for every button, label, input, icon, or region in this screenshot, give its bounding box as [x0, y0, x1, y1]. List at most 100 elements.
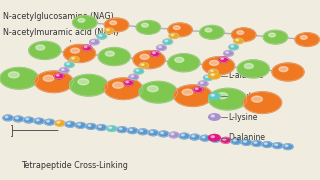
- Text: N-acetylmuramic acid (NAM): N-acetylmuramic acid (NAM): [3, 28, 119, 41]
- Circle shape: [169, 33, 179, 39]
- Circle shape: [73, 16, 97, 29]
- Circle shape: [110, 21, 116, 25]
- Circle shape: [139, 81, 177, 103]
- Circle shape: [139, 63, 149, 68]
- Circle shape: [133, 51, 165, 69]
- Circle shape: [105, 51, 114, 56]
- Circle shape: [181, 134, 184, 136]
- Circle shape: [157, 45, 166, 50]
- Circle shape: [29, 41, 61, 59]
- Circle shape: [56, 75, 59, 76]
- Circle shape: [136, 21, 161, 34]
- Circle shape: [300, 35, 307, 39]
- Circle shape: [96, 125, 107, 130]
- Circle shape: [219, 57, 228, 62]
- Circle shape: [209, 72, 220, 79]
- Circle shape: [221, 58, 224, 60]
- Circle shape: [168, 54, 200, 72]
- Circle shape: [136, 70, 139, 71]
- Text: D-alanine: D-alanine: [228, 133, 265, 142]
- Circle shape: [275, 144, 278, 145]
- Circle shape: [175, 57, 184, 62]
- Circle shape: [195, 88, 198, 90]
- Circle shape: [57, 122, 60, 123]
- Circle shape: [179, 133, 189, 139]
- Circle shape: [223, 139, 226, 140]
- Circle shape: [209, 114, 220, 120]
- Circle shape: [171, 34, 174, 36]
- Circle shape: [224, 51, 233, 56]
- Circle shape: [15, 117, 18, 119]
- Circle shape: [92, 40, 94, 42]
- Circle shape: [35, 71, 73, 93]
- Circle shape: [65, 62, 74, 68]
- Circle shape: [67, 63, 69, 65]
- Circle shape: [109, 127, 112, 129]
- Circle shape: [237, 60, 269, 78]
- Circle shape: [36, 45, 45, 50]
- Circle shape: [99, 126, 101, 127]
- Circle shape: [203, 57, 235, 75]
- Circle shape: [67, 123, 70, 124]
- Circle shape: [150, 51, 160, 56]
- Circle shape: [212, 138, 215, 139]
- Circle shape: [173, 26, 180, 30]
- Circle shape: [268, 33, 276, 37]
- Circle shape: [86, 123, 96, 129]
- Circle shape: [182, 89, 193, 95]
- Circle shape: [165, 40, 168, 42]
- Circle shape: [24, 117, 34, 123]
- Circle shape: [221, 137, 231, 143]
- Circle shape: [168, 23, 192, 37]
- Circle shape: [43, 75, 54, 81]
- Circle shape: [244, 141, 246, 142]
- Circle shape: [200, 82, 203, 84]
- Circle shape: [217, 93, 228, 99]
- Circle shape: [202, 136, 205, 138]
- Circle shape: [104, 18, 129, 32]
- Circle shape: [97, 34, 107, 39]
- Circle shape: [141, 23, 148, 27]
- Circle shape: [104, 78, 143, 100]
- Circle shape: [211, 136, 214, 138]
- Circle shape: [226, 52, 228, 53]
- Circle shape: [131, 75, 134, 77]
- Circle shape: [8, 72, 19, 78]
- Circle shape: [148, 86, 158, 92]
- Circle shape: [192, 135, 195, 137]
- Circle shape: [229, 44, 238, 50]
- Circle shape: [138, 129, 148, 135]
- Circle shape: [285, 145, 288, 147]
- Circle shape: [272, 63, 304, 81]
- Circle shape: [104, 28, 114, 33]
- Circle shape: [5, 116, 8, 118]
- Circle shape: [140, 54, 149, 59]
- Circle shape: [119, 128, 122, 130]
- Circle shape: [47, 120, 50, 122]
- Circle shape: [279, 67, 288, 72]
- Circle shape: [113, 82, 124, 88]
- Circle shape: [211, 94, 214, 96]
- Circle shape: [78, 79, 89, 85]
- Circle shape: [231, 28, 256, 42]
- Circle shape: [200, 25, 224, 39]
- Circle shape: [234, 38, 244, 44]
- Circle shape: [61, 69, 64, 70]
- Circle shape: [283, 144, 293, 150]
- Circle shape: [174, 85, 212, 106]
- Circle shape: [82, 45, 92, 50]
- Circle shape: [262, 142, 272, 147]
- Circle shape: [88, 125, 91, 126]
- Circle shape: [252, 141, 262, 146]
- Circle shape: [90, 39, 99, 45]
- Circle shape: [209, 69, 218, 75]
- Circle shape: [117, 127, 127, 132]
- Circle shape: [107, 29, 109, 31]
- Text: L-lysine: L-lysine: [228, 112, 257, 122]
- Circle shape: [209, 93, 220, 100]
- Circle shape: [36, 119, 39, 121]
- Circle shape: [99, 35, 102, 36]
- Circle shape: [13, 116, 23, 122]
- Circle shape: [233, 140, 236, 141]
- Circle shape: [295, 33, 319, 46]
